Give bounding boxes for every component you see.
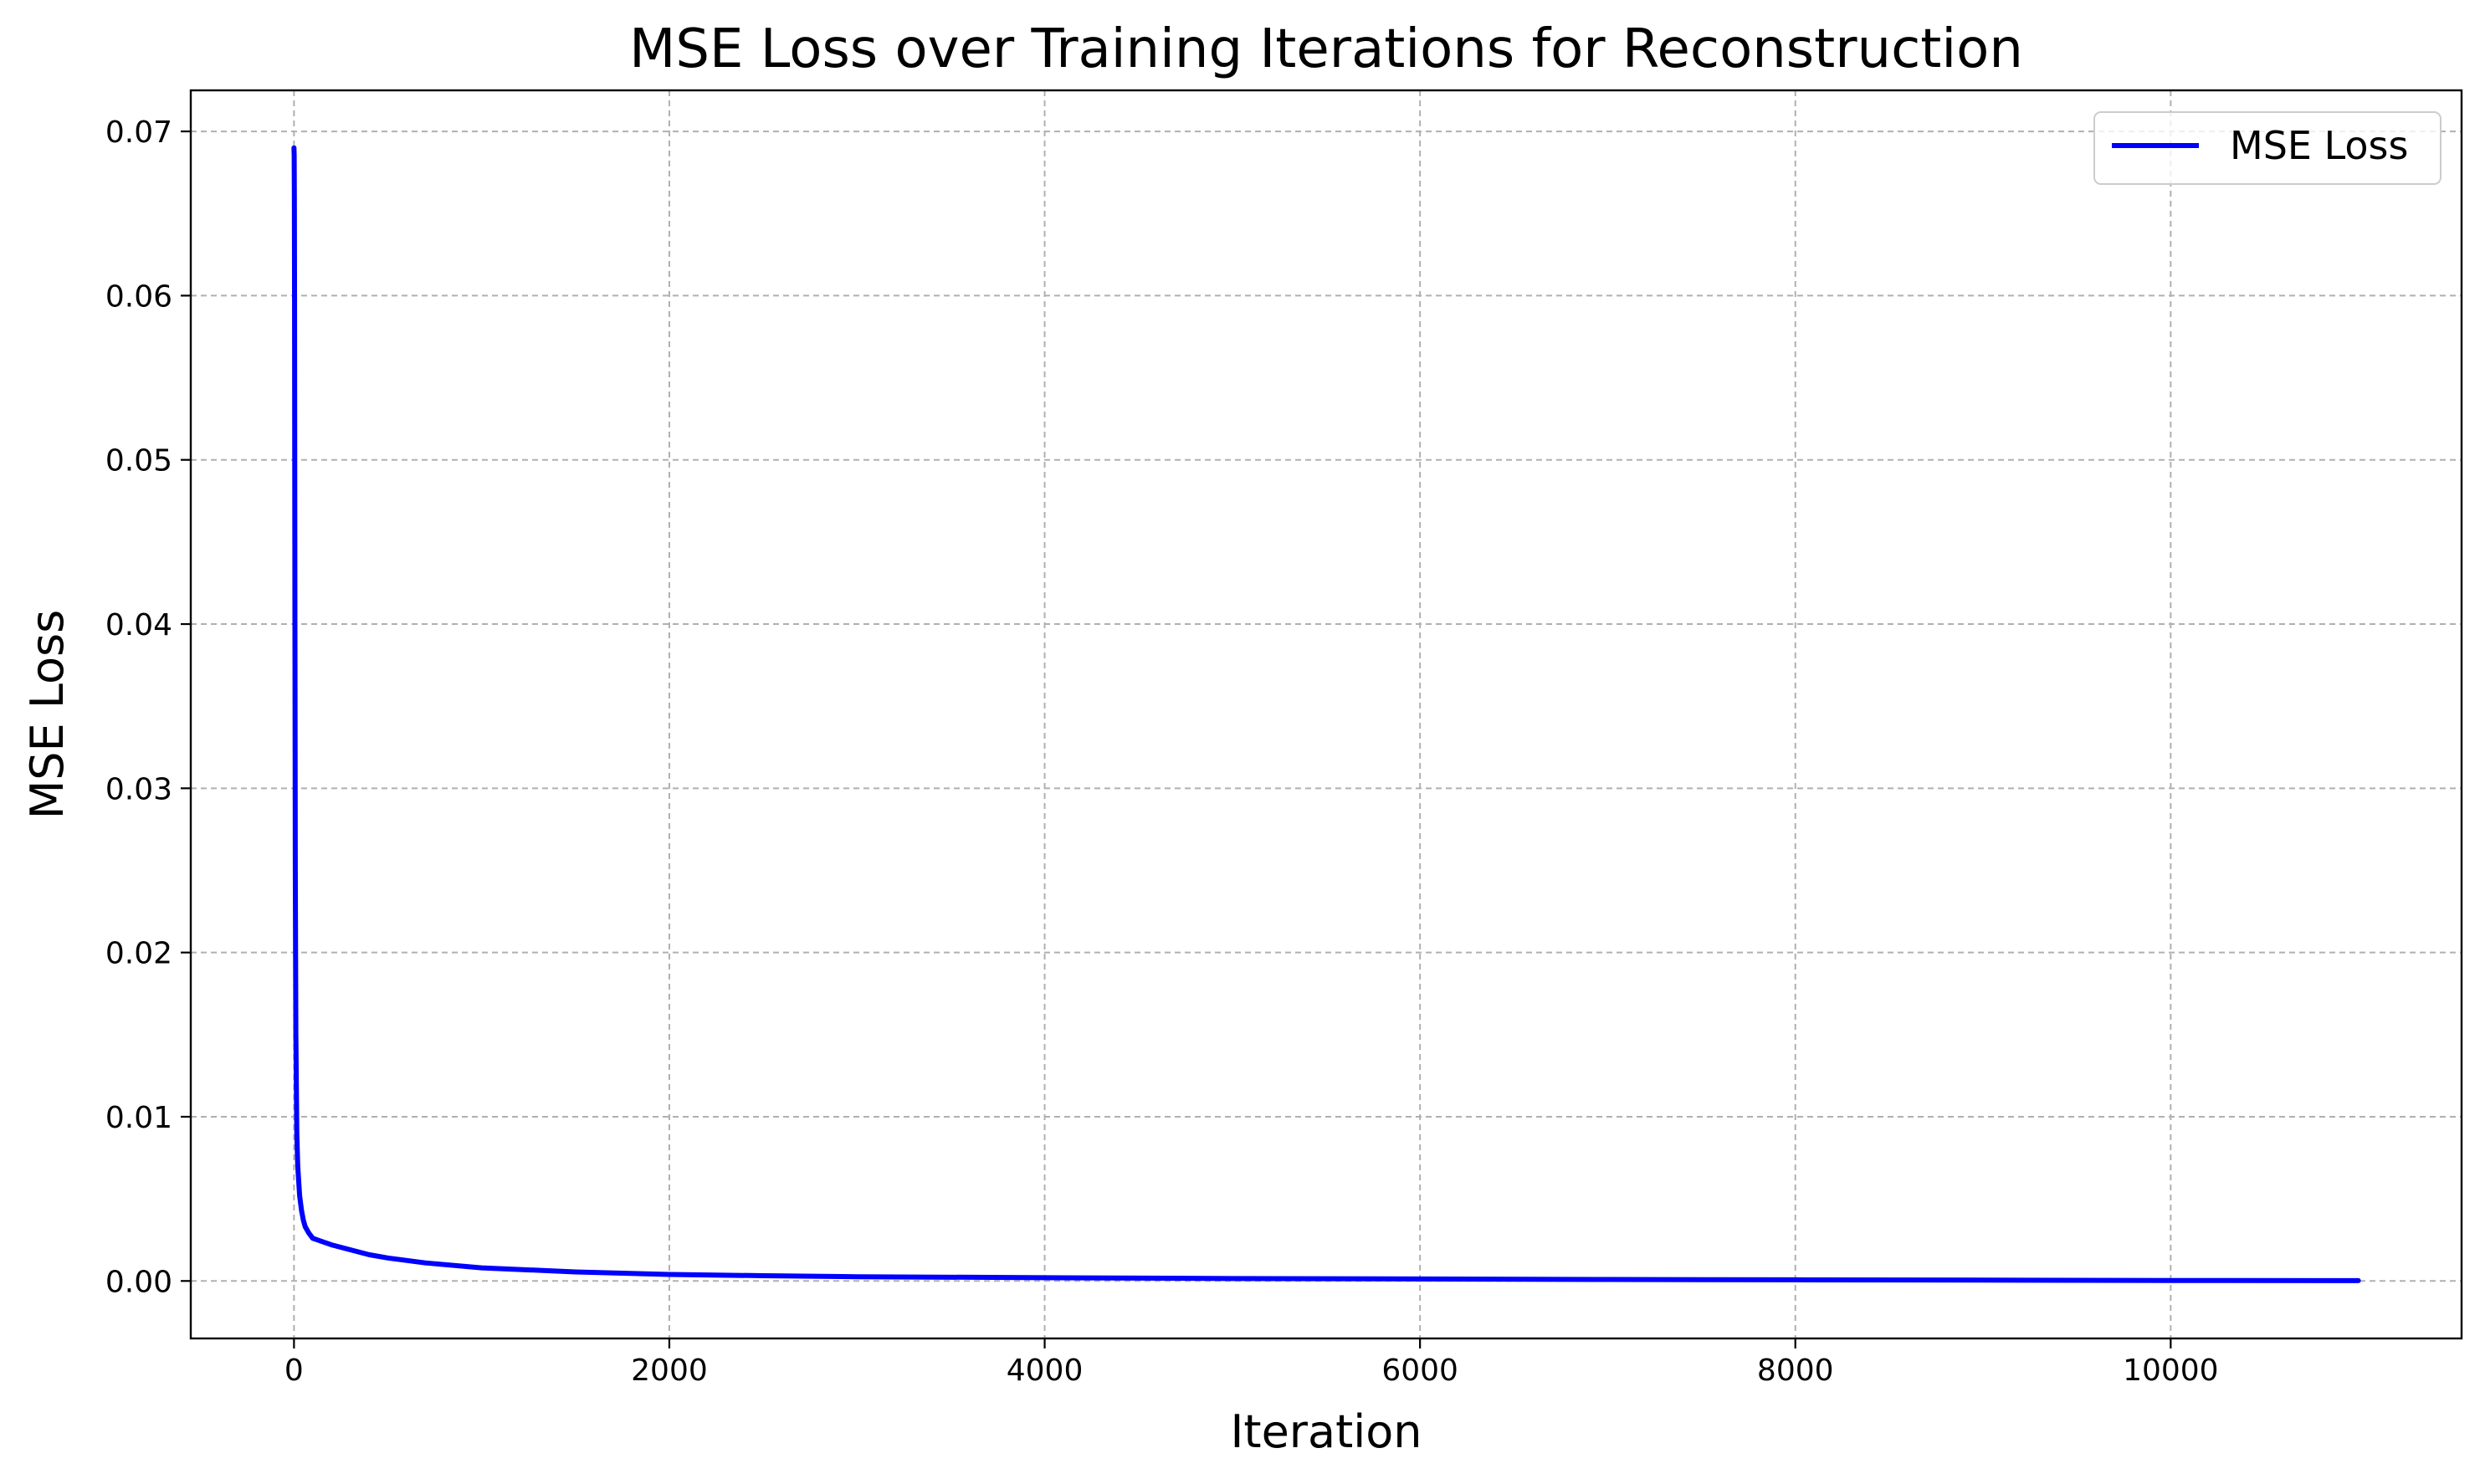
x-tick-label: 2000 [631,1354,708,1388]
legend-label-mse-loss: MSE Loss [2230,123,2408,168]
y-tick-label: 0.06 [105,279,172,314]
y-tick-label: 0.04 [105,608,172,642]
x-axis-label: Iteration [1230,1405,1422,1458]
x-tick-label: 4000 [1007,1354,1084,1388]
x-tick-label: 8000 [1757,1354,1834,1388]
y-tick-label: 0.03 [105,772,172,806]
x-tick-label: 6000 [1381,1354,1458,1388]
legend-box [2093,111,2441,185]
series-layer [291,145,2361,1283]
ticks: 0 2000 4000 6000 8000 10000 0.00 0.01 0.02 0.03 0.… [105,115,2219,1388]
y-tick-label: 0.02 [105,937,172,971]
y-tick-label: 0.00 [105,1265,172,1299]
y-tick-label: 0.07 [105,115,172,150]
chart-title: MSE Loss over Training Iterations for Re… [629,18,2023,80]
y-tick-label: 0.05 [105,444,172,478]
legend: MSE Loss [2093,111,2441,185]
x-tick-label: 10000 [2123,1354,2219,1388]
plot-area-frame [189,89,2463,1340]
y-tick-label: 0.01 [105,1101,172,1135]
x-tick-label: 0 [284,1354,304,1388]
y-axis-label: MSE Loss [21,610,74,820]
series-line-mse-loss [291,145,2361,1283]
